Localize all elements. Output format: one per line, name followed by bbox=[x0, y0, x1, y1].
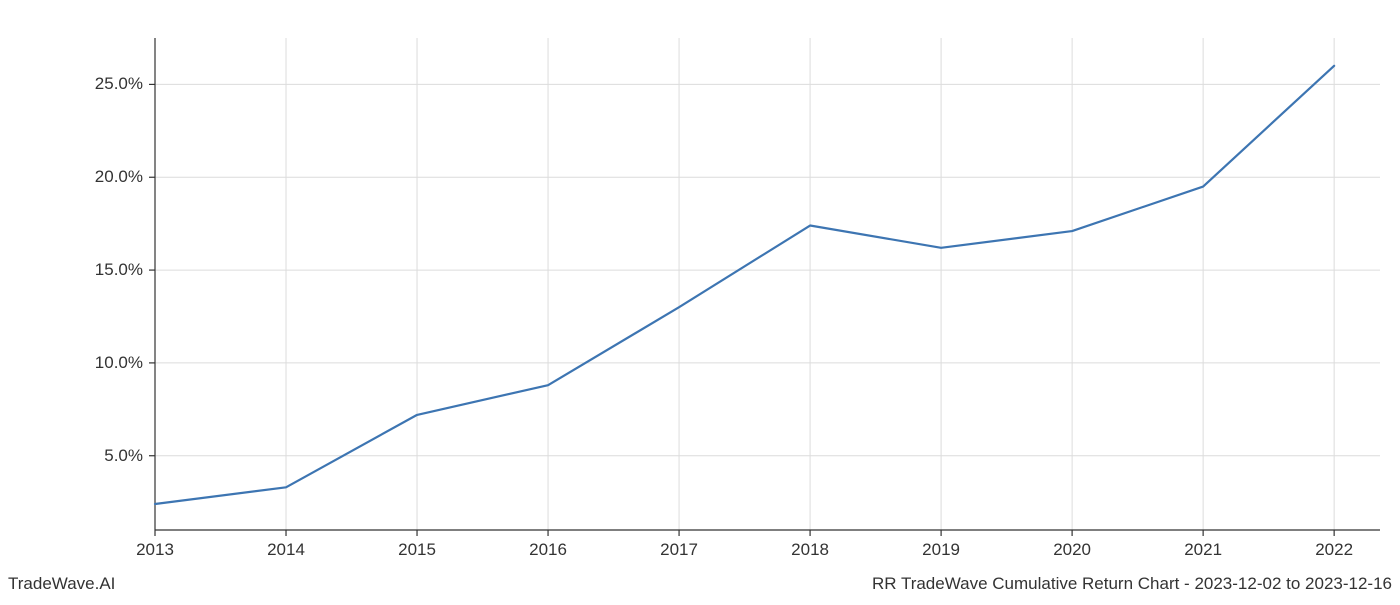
x-tick-label: 2022 bbox=[1315, 540, 1353, 560]
y-tick-label: 5.0% bbox=[104, 446, 143, 466]
y-tick-label: 20.0% bbox=[95, 167, 143, 187]
line-chart bbox=[0, 0, 1400, 600]
x-tick-label: 2013 bbox=[136, 540, 174, 560]
y-tick-label: 15.0% bbox=[95, 260, 143, 280]
x-tick-label: 2015 bbox=[398, 540, 436, 560]
x-tick-label: 2020 bbox=[1053, 540, 1091, 560]
footer-brand-text: TradeWave.AI bbox=[8, 574, 115, 594]
x-tick-label: 2014 bbox=[267, 540, 305, 560]
x-tick-label: 2021 bbox=[1184, 540, 1222, 560]
x-tick-label: 2016 bbox=[529, 540, 567, 560]
x-tick-label: 2018 bbox=[791, 540, 829, 560]
footer-chart-title: RR TradeWave Cumulative Return Chart - 2… bbox=[872, 574, 1392, 594]
y-tick-label: 25.0% bbox=[95, 74, 143, 94]
y-tick-label: 10.0% bbox=[95, 353, 143, 373]
chart-container: 2013 2014 2015 2016 2017 2018 2019 2020 2021 2022… bbox=[0, 0, 1400, 600]
x-tick-label: 2019 bbox=[922, 540, 960, 560]
x-tick-label: 2017 bbox=[660, 540, 698, 560]
